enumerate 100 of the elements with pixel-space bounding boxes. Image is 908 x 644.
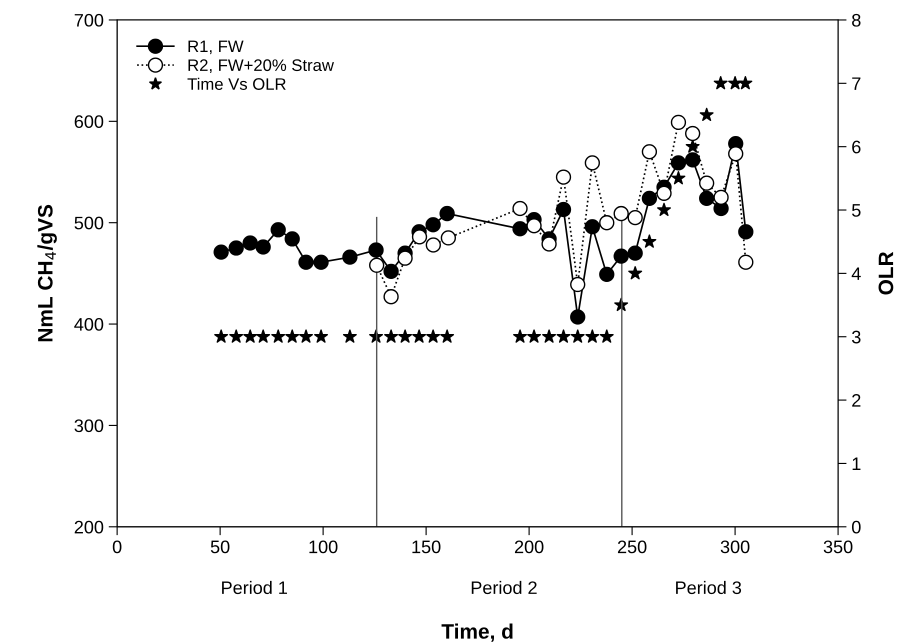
point [570, 276, 586, 292]
point [368, 242, 384, 258]
point [256, 239, 271, 255]
point [270, 222, 286, 238]
point [426, 237, 441, 253]
point [642, 234, 656, 248]
point [541, 236, 557, 252]
point [738, 224, 754, 240]
x-tick-label: 200 [514, 540, 544, 554]
legend-label: Time Vs OLR [188, 78, 286, 90]
point [512, 221, 528, 236]
point [714, 76, 728, 90]
point [657, 202, 671, 216]
point [700, 108, 714, 122]
point [642, 190, 658, 206]
point [584, 155, 600, 171]
point [256, 329, 270, 343]
point [656, 186, 672, 201]
text: Period 1 [222, 580, 287, 594]
point [271, 329, 286, 343]
point [243, 329, 258, 343]
y2-tick-label: 0 [852, 520, 861, 534]
point [628, 245, 643, 261]
point [425, 217, 441, 232]
point [671, 171, 686, 184]
point [699, 190, 714, 206]
point [384, 329, 398, 343]
point [642, 144, 658, 160]
y2-tick-label: 2 [852, 394, 860, 407]
y-tick-label: 400 [74, 318, 104, 331]
point [599, 215, 614, 230]
y-tick-label: 300 [74, 419, 104, 432]
point [313, 254, 329, 270]
point [299, 329, 313, 343]
y2-tick-label: 3 [852, 330, 861, 344]
point [699, 176, 714, 191]
point [369, 258, 384, 273]
x-tick-label: 300 [720, 540, 750, 554]
point [556, 329, 570, 343]
point [298, 254, 314, 270]
point [738, 76, 752, 90]
point [614, 248, 629, 264]
point [229, 329, 244, 343]
y2-tick-label: 6 [852, 140, 861, 154]
point [412, 229, 428, 245]
point [526, 218, 542, 234]
y2-tick-label: 1 [852, 458, 860, 470]
y-tick-label: 200 [74, 520, 104, 534]
x-tick-label: 0 [112, 540, 122, 554]
point [439, 206, 455, 222]
point [628, 210, 643, 226]
point [685, 126, 700, 142]
point [214, 244, 229, 260]
y2-tick-label: 4 [852, 268, 861, 280]
point [527, 329, 542, 343]
point [285, 329, 300, 343]
text: Period 2 [472, 580, 537, 594]
point [713, 190, 729, 205]
point [412, 329, 426, 343]
y2-tick-label: 8 [852, 14, 861, 27]
point [440, 329, 454, 343]
point [440, 230, 456, 246]
point [670, 155, 686, 171]
x-tick-label: 100 [309, 540, 338, 554]
point [426, 329, 440, 343]
point [556, 169, 572, 185]
point [383, 289, 399, 304]
point [686, 139, 700, 153]
x-tick-label: 50 [210, 540, 230, 554]
point [242, 235, 258, 251]
point [342, 329, 357, 343]
point [398, 329, 412, 343]
point [228, 240, 244, 256]
point [728, 76, 742, 90]
y-tick-label: 500 [74, 216, 104, 230]
point [556, 202, 572, 218]
point [513, 329, 527, 343]
point [599, 266, 614, 282]
point [383, 264, 399, 279]
y-tick-label: 600 [74, 115, 104, 128]
point [314, 329, 328, 343]
point [614, 206, 629, 222]
point [685, 152, 700, 168]
point [570, 309, 586, 325]
point [542, 329, 556, 343]
point [342, 250, 358, 265]
legend-label: R2, FW+20% Straw [188, 59, 334, 74]
point [728, 146, 744, 162]
x-tick-label: 250 [618, 540, 646, 554]
y2-tick-label: 5 [852, 204, 861, 217]
point [600, 329, 614, 343]
point [214, 329, 228, 343]
y-tick-label: 700 [74, 14, 104, 27]
point [628, 266, 642, 280]
point [570, 329, 585, 343]
legend-label: R1, FW [188, 40, 244, 54]
point [584, 219, 600, 234]
x-axis-title: Time, d [442, 623, 513, 642]
point [512, 200, 528, 216]
y2-tick-label: 7 [852, 77, 860, 90]
